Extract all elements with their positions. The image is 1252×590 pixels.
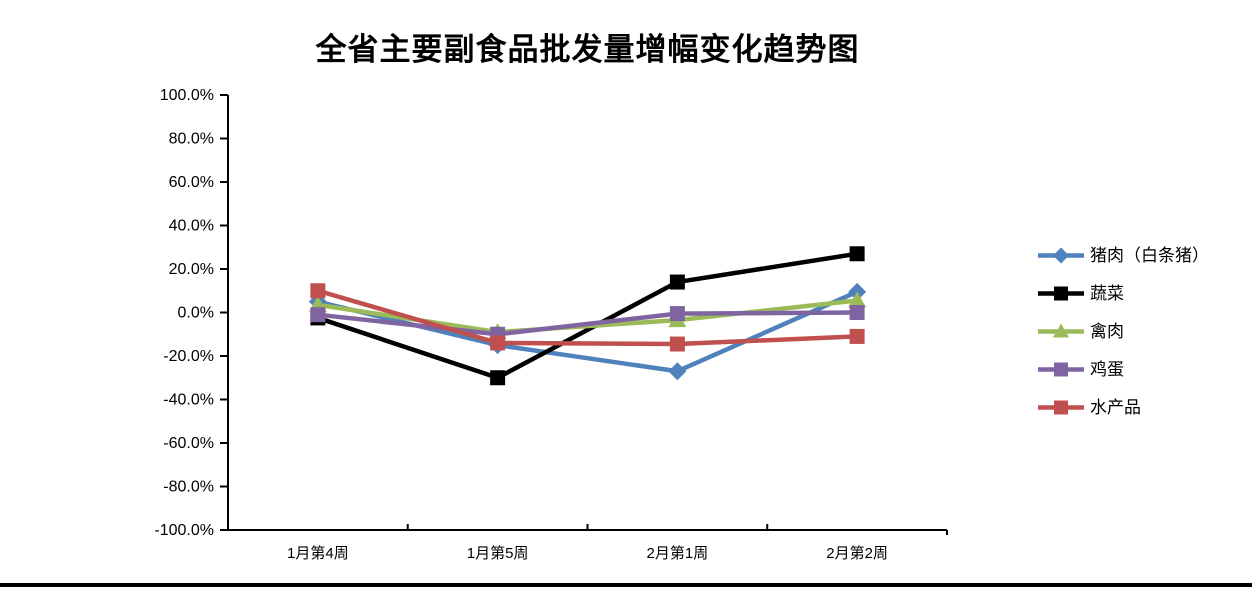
legend-key-square-icon <box>1038 286 1084 301</box>
square-marker <box>849 328 865 344</box>
x-category-label: 2月第2周 <box>826 544 888 562</box>
chart-title: 全省主要副食品批发量增幅变化趋势图 <box>315 32 860 68</box>
y-tick-label: -80.0% <box>163 479 214 496</box>
square-marker <box>849 246 865 262</box>
square-marker <box>310 283 326 299</box>
y-tick-label: 100.0% <box>160 87 214 104</box>
y-tick-label: 0.0% <box>178 305 214 322</box>
x-category-label: 1月第5周 <box>467 544 529 562</box>
y-tick-label: 60.0% <box>169 174 214 191</box>
square-marker <box>310 307 326 323</box>
legend-item: 水产品 <box>1038 395 1209 420</box>
series-line <box>317 251 858 380</box>
chart-legend: 猪肉（白条猪） 蔬菜禽肉鸡蛋水产品 <box>1038 243 1209 420</box>
square-marker <box>669 306 685 322</box>
y-tick-label: -60.0% <box>163 435 214 452</box>
y-tick-label: -20.0% <box>163 348 214 365</box>
diamond-marker <box>668 362 687 381</box>
square-marker <box>490 370 506 386</box>
square-marker <box>490 335 506 351</box>
y-tick-label: 80.0% <box>169 131 214 148</box>
y-tick-label: -40.0% <box>163 392 214 409</box>
legend-label: 鸡蛋 <box>1090 360 1124 379</box>
legend-label: 蔬菜 <box>1090 284 1124 303</box>
x-category-label: 1月第4周 <box>287 544 349 562</box>
square-marker <box>849 305 865 320</box>
page-bottom-border <box>0 583 1252 587</box>
series-line <box>317 288 858 347</box>
legend-key-square-icon <box>1038 362 1084 377</box>
triangle-marker <box>848 291 867 308</box>
legend-label: 猪肉（白条猪） <box>1090 246 1209 265</box>
legend-label: 禽肉 <box>1090 322 1124 341</box>
legend-key-square-icon <box>1038 400 1084 415</box>
legend-key-triangle-icon <box>1038 323 1084 338</box>
series-line <box>317 310 858 337</box>
legend-item: 鸡蛋 <box>1038 357 1209 382</box>
y-tick-label: 20.0% <box>169 261 214 278</box>
legend-item: 猪肉（白条猪） <box>1038 243 1209 268</box>
square-marker <box>669 336 685 352</box>
x-category-label: 2月第1周 <box>647 544 709 562</box>
y-tick-label: 40.0% <box>169 218 214 235</box>
y-tick-label: -100.0% <box>154 522 214 539</box>
legend-key-diamond-icon <box>1038 247 1084 264</box>
legend-label: 水产品 <box>1090 398 1141 417</box>
square-marker <box>669 274 685 290</box>
legend-item: 禽肉 <box>1038 319 1209 344</box>
legend-item: 蔬菜 <box>1038 281 1209 306</box>
